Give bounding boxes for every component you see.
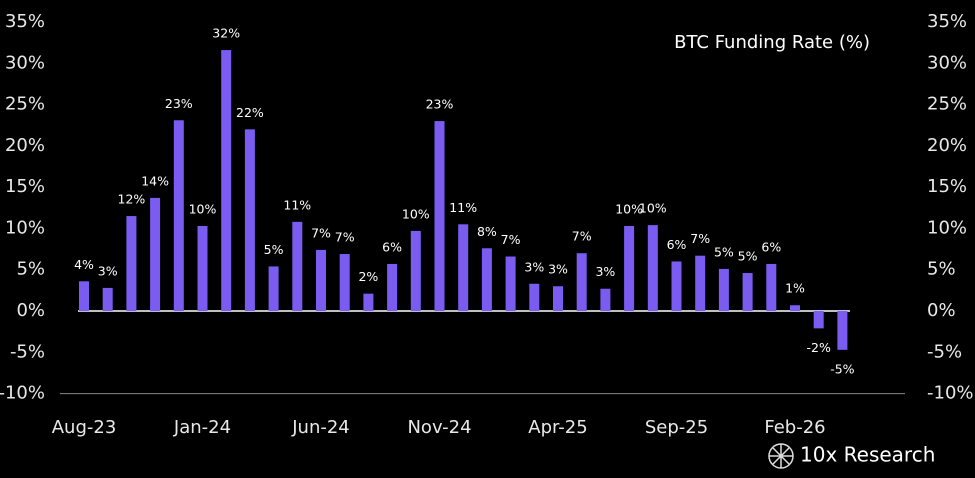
bar — [695, 255, 706, 312]
bar — [102, 287, 113, 312]
value-label: -5% — [830, 361, 854, 376]
value-label: 6% — [667, 237, 687, 252]
value-label: 5% — [714, 244, 734, 259]
y-tick-label: 35% — [5, 11, 45, 32]
bar — [458, 224, 469, 312]
value-label: 5% — [264, 242, 284, 257]
value-label: 11% — [283, 197, 311, 212]
value-label: 6% — [382, 239, 402, 254]
bar — [434, 121, 445, 312]
value-label: 10% — [189, 201, 217, 216]
y2-tick-label: 5% — [927, 259, 956, 280]
bar — [671, 261, 682, 312]
value-label: 10% — [615, 201, 643, 216]
x-tick-label: Feb-26 — [764, 417, 825, 438]
y-tick-label: 30% — [5, 52, 45, 73]
value-label: 14% — [141, 173, 169, 188]
y-tick-label: 0% — [16, 300, 45, 321]
value-label: 7% — [572, 229, 592, 244]
bar — [790, 305, 800, 312]
value-label: 3% — [595, 264, 615, 279]
bar — [553, 286, 563, 312]
bar — [244, 129, 255, 312]
value-label: 10% — [402, 206, 430, 221]
value-label: 6% — [761, 239, 781, 254]
value-label: 22% — [236, 105, 264, 120]
bar — [126, 216, 137, 312]
watermark: 10x Research — [800, 443, 935, 467]
value-label: 7% — [335, 230, 355, 245]
y2-tick-label: -5% — [927, 341, 962, 362]
x-tick-label: Aug-23 — [52, 417, 117, 438]
chart-title: BTC Funding Rate (%) — [674, 32, 870, 53]
y2-tick-label: 35% — [927, 11, 967, 32]
bar — [292, 221, 303, 312]
bar — [221, 50, 232, 312]
y-tick-label: -5% — [10, 341, 45, 362]
x-tick-label: Sep-25 — [645, 417, 708, 438]
bar — [79, 281, 89, 312]
value-label: 23% — [165, 96, 193, 111]
bar — [339, 254, 350, 312]
bar — [742, 273, 753, 312]
bar — [363, 293, 374, 312]
value-label: 3% — [548, 262, 568, 277]
value-label: 32% — [212, 26, 240, 41]
x-tick-label: Jan-24 — [173, 417, 231, 438]
value-label: 11% — [449, 200, 477, 215]
bar — [718, 268, 729, 312]
bar — [197, 225, 208, 312]
x-tick-label: Jun-24 — [291, 417, 350, 438]
value-label: -2% — [807, 340, 831, 355]
y-tick-label: 25% — [5, 94, 45, 115]
y-tick-label: 5% — [16, 259, 45, 280]
value-label: 23% — [426, 97, 454, 112]
value-label: 5% — [738, 249, 758, 264]
value-label: 2% — [358, 269, 378, 284]
bar — [410, 230, 421, 312]
y2-tick-label: 0% — [927, 300, 956, 321]
value-label: 7% — [690, 231, 710, 246]
y-tick-label: 20% — [5, 135, 45, 156]
bar — [529, 283, 540, 312]
y2-tick-label: 30% — [927, 52, 967, 73]
x-tick-label: Nov-24 — [407, 417, 471, 438]
value-label: 8% — [477, 224, 497, 239]
bar — [150, 197, 161, 312]
value-label: 10% — [639, 201, 667, 216]
y2-tick-label: 10% — [927, 217, 967, 238]
y2-tick-label: -10% — [927, 383, 974, 404]
logo-icon — [768, 443, 794, 469]
y2-tick-label: 25% — [927, 94, 967, 115]
bar — [837, 311, 848, 350]
y-tick-label: 10% — [5, 217, 45, 238]
bar — [600, 288, 611, 312]
value-label: 1% — [785, 281, 805, 296]
bar — [766, 263, 777, 312]
bar — [576, 253, 587, 312]
y-tick-label: 15% — [5, 176, 45, 197]
value-label: 12% — [118, 192, 146, 207]
bar — [647, 225, 658, 312]
bar — [387, 263, 398, 312]
bar — [624, 225, 635, 312]
y2-tick-label: 15% — [927, 176, 967, 197]
x-tick-label: Apr-25 — [528, 417, 587, 438]
value-label: 4% — [74, 257, 94, 272]
bar — [316, 249, 326, 312]
bar — [173, 120, 184, 312]
bar — [813, 311, 824, 329]
bar — [268, 266, 279, 312]
value-label: 7% — [311, 225, 331, 240]
value-label: 3% — [98, 263, 118, 278]
bar — [505, 256, 516, 312]
value-label: 3% — [524, 259, 544, 274]
y2-tick-label: 20% — [927, 135, 967, 156]
value-label: 7% — [501, 232, 521, 247]
bar — [481, 248, 492, 312]
y-tick-label: -10% — [0, 383, 45, 404]
